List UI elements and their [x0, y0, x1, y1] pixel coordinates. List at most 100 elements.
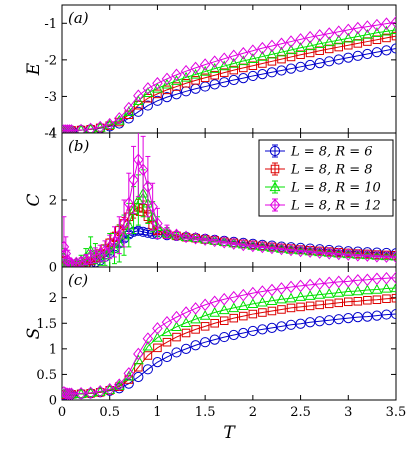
- data-point: [153, 89, 162, 99]
- data-point: [285, 44, 297, 55]
- data-point: [305, 48, 315, 58]
- data-point: [285, 292, 297, 303]
- data-point: [371, 18, 383, 32]
- data-point: [362, 249, 373, 262]
- data-point: [229, 313, 239, 323]
- data-point: [363, 295, 372, 305]
- data-point: [266, 48, 278, 59]
- data-point: [142, 87, 154, 97]
- data-point: [218, 52, 230, 66]
- data-point: [237, 300, 249, 311]
- series-line: [63, 21, 396, 131]
- data-point: [62, 386, 70, 399]
- legend-label: L = 8, R = 6: [290, 145, 373, 160]
- data-point: [333, 275, 344, 289]
- data-point: [343, 52, 354, 63]
- data-point: [142, 100, 153, 111]
- data-point: [266, 39, 278, 53]
- data-point: [295, 61, 306, 72]
- data-point: [209, 55, 220, 68]
- data-point: [180, 64, 192, 78]
- x-tick-label: 0.5: [99, 405, 120, 420]
- x-axis-label: T: [223, 423, 236, 443]
- data-point: [75, 387, 87, 400]
- data-point: [372, 35, 382, 45]
- data-point: [304, 30, 316, 44]
- data-point: [390, 24, 396, 35]
- data-point: [381, 45, 392, 56]
- data-point: [324, 44, 334, 54]
- data-point: [209, 234, 220, 248]
- data-point: [190, 68, 202, 79]
- data-point: [180, 71, 192, 82]
- data-point: [390, 250, 396, 264]
- data-point: [247, 298, 259, 309]
- data-point: [277, 54, 286, 64]
- data-point: [172, 82, 181, 91]
- series-2: [62, 282, 396, 399]
- series-line: [63, 277, 396, 395]
- data-point: [71, 256, 82, 267]
- data-point: [266, 295, 278, 305]
- data-point: [147, 200, 158, 214]
- data-point: [344, 297, 353, 307]
- data-point: [334, 298, 344, 308]
- x-tick-label: 1.5: [195, 405, 216, 420]
- series-line: [63, 158, 396, 265]
- data-point: [266, 283, 278, 297]
- data-point: [285, 63, 297, 74]
- data-point: [352, 21, 364, 35]
- data-point: [132, 194, 144, 205]
- data-point: [209, 63, 221, 73]
- data-point: [257, 285, 268, 298]
- data-point: [218, 304, 230, 315]
- data-point: [172, 332, 181, 342]
- data-point: [114, 378, 125, 391]
- data-point: [94, 247, 106, 260]
- data-point: [209, 306, 221, 317]
- data-point: [314, 38, 326, 48]
- data-point: [75, 255, 87, 267]
- data-point: [199, 58, 211, 71]
- y-tick-label: 2: [49, 194, 57, 209]
- data-point: [342, 285, 354, 296]
- data-point: [66, 257, 77, 267]
- data-point: [200, 322, 210, 331]
- data-point: [323, 246, 335, 260]
- data-point: [323, 287, 335, 298]
- data-point: [361, 284, 373, 295]
- data-point: [371, 249, 383, 263]
- data-point: [219, 77, 230, 88]
- y-tick-label: 0.5: [36, 368, 57, 383]
- data-point: [343, 248, 354, 261]
- data-point: [239, 311, 248, 321]
- data-point: [180, 306, 192, 319]
- data-point: [228, 74, 239, 86]
- legend-label: L = 8, R = 12: [290, 199, 381, 214]
- data-point: [199, 65, 211, 76]
- data-point: [161, 326, 173, 337]
- data-point: [190, 340, 201, 351]
- series-line: [63, 313, 396, 396]
- data-point: [142, 340, 154, 351]
- data-point: [286, 52, 296, 62]
- data-point: [390, 308, 396, 320]
- data-point: [133, 371, 144, 383]
- data-point: [152, 322, 163, 335]
- legend-marker: [270, 164, 280, 174]
- data-point: [315, 300, 324, 310]
- data-point: [295, 279, 306, 293]
- data-point: [153, 343, 162, 353]
- data-point: [218, 292, 230, 306]
- series-3: [62, 271, 396, 400]
- data-point: [391, 293, 396, 303]
- data-point: [114, 228, 125, 242]
- data-point: [104, 117, 115, 131]
- x-tick-label: 2: [249, 405, 257, 420]
- y-tick-label: 1.5: [36, 317, 57, 332]
- data-point: [276, 282, 287, 295]
- data-point: [161, 92, 173, 103]
- data-point: [353, 297, 363, 306]
- data-point: [344, 40, 353, 50]
- data-point: [99, 244, 111, 258]
